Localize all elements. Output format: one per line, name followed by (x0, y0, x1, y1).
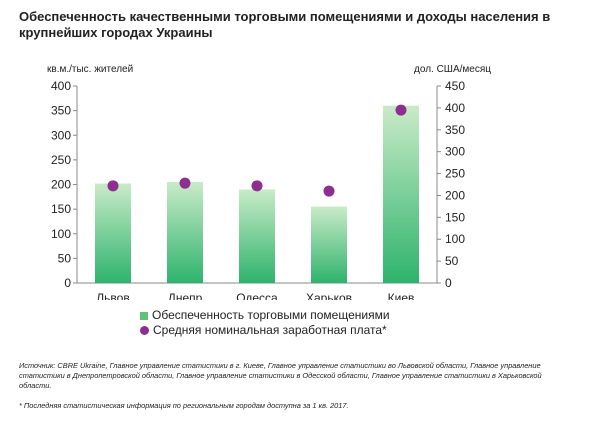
y-left-tick-label: 400 (51, 79, 71, 93)
y-left-tick-label: 200 (51, 178, 71, 192)
footnote: * Последняя статистическая информация по… (19, 401, 349, 410)
y-right-tick-label: 200 (445, 188, 465, 202)
salary-point (179, 177, 191, 189)
y-left-tick-label: 100 (51, 227, 71, 241)
legend-bar-label: Обеспеченность торговыми помещениями (152, 308, 390, 322)
legend: Обеспеченность торговыми помещениями Сре… (140, 308, 390, 338)
bar (167, 182, 203, 283)
salary-point (107, 180, 119, 192)
y-axis-right-label: дол. США/месяц (414, 64, 491, 75)
y-right-tick-label: 400 (445, 101, 465, 115)
y-left-tick-label: 50 (58, 251, 72, 265)
y-left-tick-label: 250 (51, 153, 71, 167)
x-category-label: Харьков (306, 291, 352, 300)
y-right-tick-label: 300 (445, 145, 465, 159)
salary-point (323, 185, 335, 197)
chart-plot: 0 50 100 150 200 250 300 350 400 0 50 100 150 200 250 3… (51, 79, 465, 300)
bar (383, 105, 419, 283)
bar (239, 189, 275, 283)
y-right-tick-label: 100 (445, 232, 465, 246)
legend-bar-swatch (140, 311, 148, 320)
y-left-tick-label: 350 (51, 104, 71, 118)
y-left-tick-label: 150 (51, 202, 71, 216)
y-right-tick-label: 0 (445, 276, 452, 290)
y-right-tick-label: 450 (445, 79, 465, 93)
y-axis-left-label: кв.м./тыс. жителей (47, 64, 134, 75)
x-category-label: Днепр (168, 291, 203, 300)
chart-title: Обеспеченность качественными торговыми п… (19, 9, 551, 40)
legend-dot-label: Средняя номинальная заработная плата* (153, 323, 387, 337)
legend-item-dots: Средняя номинальная заработная плата* (140, 323, 390, 338)
x-category-label: Киев (388, 291, 415, 300)
salary-point (251, 180, 263, 192)
y-right-tick-label: 150 (445, 210, 465, 224)
y-right-tick-label: 50 (445, 254, 459, 268)
legend-item-bars: Обеспеченность торговыми помещениями (140, 308, 390, 323)
y-left-tick-label: 0 (64, 276, 71, 290)
y-right-tick-label: 350 (445, 123, 465, 137)
x-category-label: Львов (96, 291, 129, 300)
x-category-label: Одесса (236, 291, 278, 300)
legend-dot-swatch (140, 326, 149, 335)
y-right-tick-label: 250 (445, 167, 465, 181)
salary-point (395, 104, 407, 116)
bar (95, 183, 131, 283)
bar (311, 206, 347, 283)
source-note: Источник: CBRE Ukraine, Главное управлен… (19, 361, 542, 390)
y-left-tick-label: 300 (51, 128, 71, 142)
